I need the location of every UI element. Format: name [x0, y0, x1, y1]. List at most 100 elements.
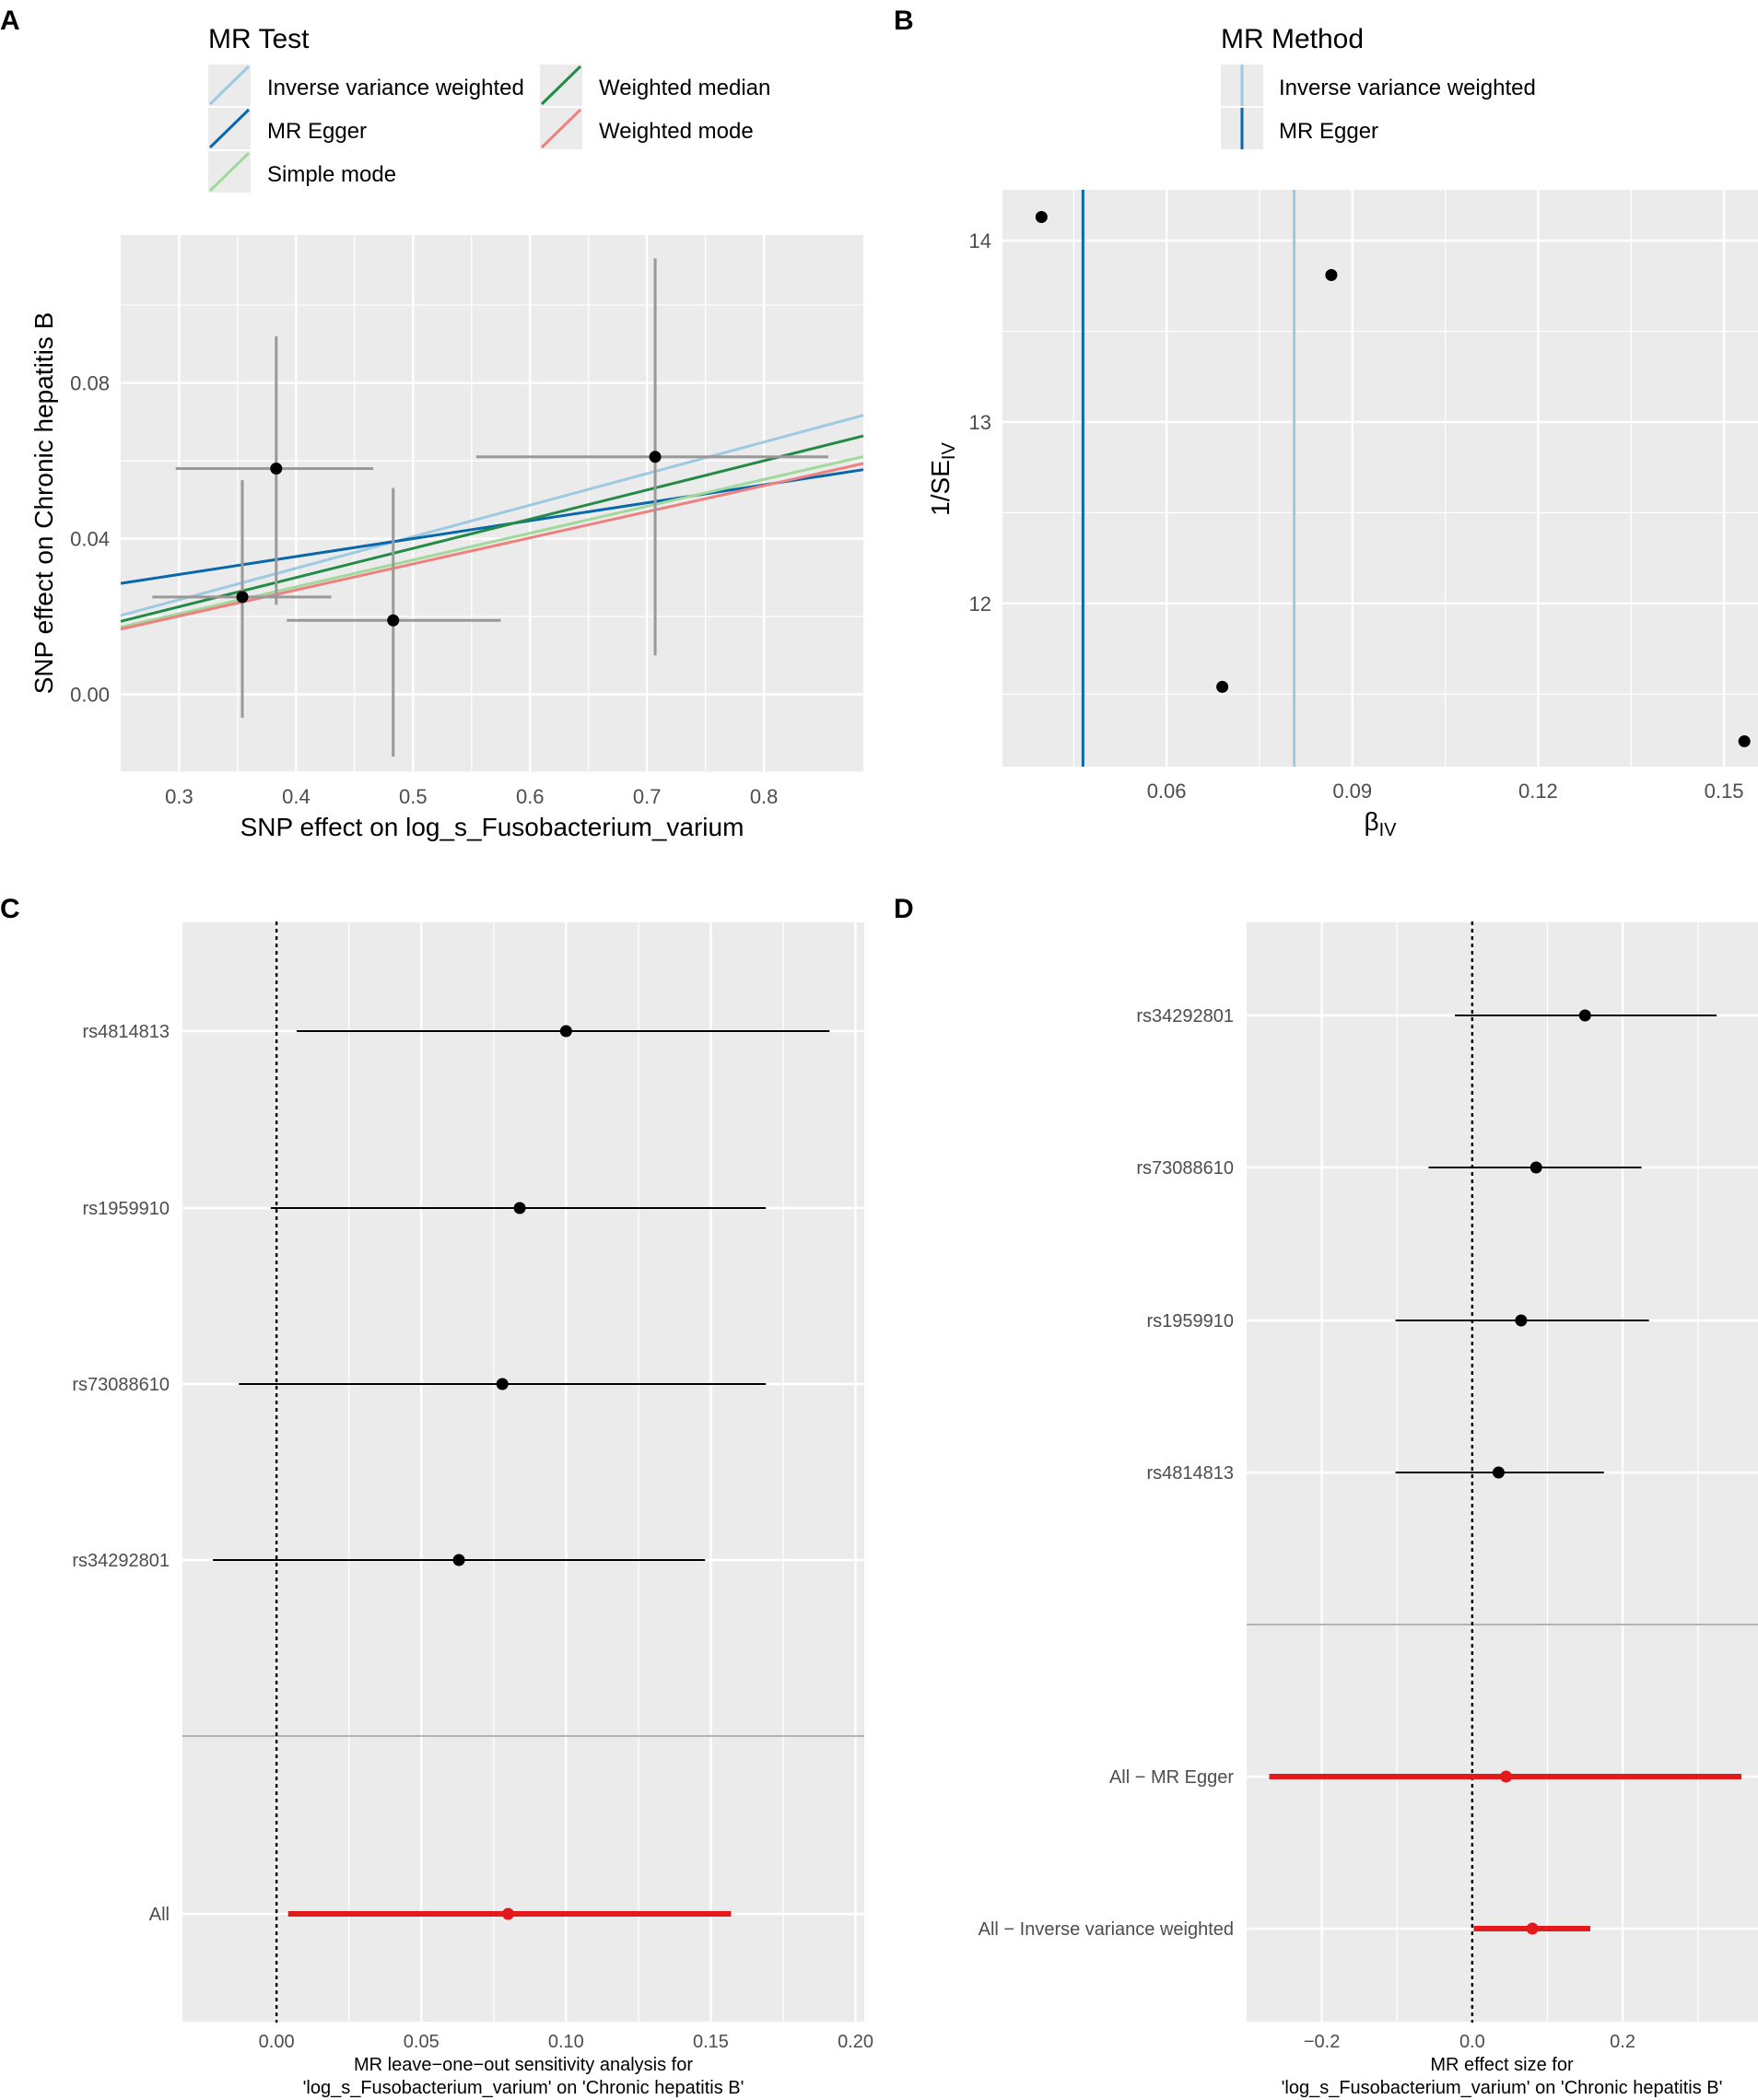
row-label: rs73088610	[72, 1375, 170, 1395]
y-tick-label: 14	[969, 229, 991, 252]
summary-estimate	[1526, 1922, 1539, 1935]
legend-item-ivw: Inverse variance weighted	[208, 65, 524, 106]
legend-label-weighted-median: Weighted median	[599, 76, 770, 100]
data-point	[1216, 680, 1229, 693]
y-tick-label: 0.00	[70, 684, 110, 707]
panel-d-letter: D	[894, 894, 914, 924]
legend-key-line-simple-mode	[208, 151, 251, 193]
panel-b-method-lines	[1081, 190, 1296, 767]
legend-label-simple-mode: Simple mode	[267, 162, 396, 187]
panel-b-x-axis-title: βIV	[1364, 807, 1397, 840]
x-tick-label: 0.12	[1518, 780, 1558, 803]
panel-b-legend: MR Method Inverse variance weighted MR E…	[1221, 24, 1536, 149]
regression-line-mr-egger	[120, 468, 864, 585]
panel-a-x-axis-title: SNP effect on log_s_Fusobacterium_varium	[240, 813, 744, 841]
x-tick-label: 0.7	[633, 785, 662, 808]
panel-d: D −0.2 0.0 0.2 rs34292801 rs73088610 rs195991…	[894, 894, 1758, 2098]
x-tick-label: 0.09	[1332, 780, 1372, 803]
panel-b-grid	[1002, 190, 1758, 767]
estimate-point	[1515, 1314, 1528, 1327]
row-label: rs73088610	[1136, 1158, 1234, 1179]
data-point	[1738, 734, 1751, 747]
panel-b: B MR Method Inverse variance weighted MR…	[894, 6, 1758, 840]
legend-label-ivw: Inverse variance weighted	[1279, 76, 1536, 100]
x-tick-label: −0.2	[1304, 2032, 1340, 2052]
data-point	[270, 462, 283, 475]
panel-a-legend: MR Test Inverse variance weighted MR Egg…	[208, 24, 770, 193]
estimate-point	[513, 1202, 526, 1214]
x-tick-label: 0.06	[1147, 780, 1187, 803]
panel-a-letter: A	[0, 6, 20, 36]
data-point	[387, 614, 400, 627]
x-tick-label: 0.15	[693, 2032, 729, 2052]
panel-a-plot-area	[121, 235, 863, 772]
x-tick-label: 0.4	[282, 785, 311, 808]
summary-estimate	[1500, 1770, 1513, 1783]
legend-item-ivw: Inverse variance weighted	[1221, 65, 1536, 106]
panel-b-plot-area	[1002, 190, 1758, 767]
legend-label-mr-egger: MR Egger	[1279, 119, 1378, 144]
legend-label-weighted-mode: Weighted mode	[599, 119, 754, 144]
x-tick-label: 0.2	[1610, 2032, 1635, 2052]
row-label: All − Inverse variance weighted	[979, 1919, 1234, 1940]
legend-key-line-weighted-mode	[540, 108, 582, 149]
legend-item-weighted-median: Weighted median	[540, 65, 770, 106]
panel-c-x-axis-title-line2: 'log_s_Fusobacterium_varium' on 'Chronic…	[303, 2078, 744, 2098]
panel-a-grid	[121, 235, 863, 773]
row-label: rs4814813	[1146, 1463, 1234, 1484]
x-tick-label: 0.15	[1705, 780, 1744, 803]
panel-c-estimates	[212, 921, 830, 2024]
data-point	[236, 591, 249, 604]
panel-a-points	[236, 451, 662, 627]
row-label: All − MR Egger	[1109, 1767, 1234, 1788]
row-label: rs4814813	[82, 1022, 170, 1042]
panel-c-x-axis-title-line1: MR leave−one−out sensitivity analysis fo…	[354, 2055, 693, 2075]
estimate-point	[1578, 1009, 1591, 1022]
panel-c: C 0.00 0.05 0.10 0.15 0.20 rs4814813 rs1959910…	[0, 894, 873, 2098]
regression-line-inverse-variance-weighted	[120, 414, 864, 617]
legend-label-ivw: Inverse variance weighted	[267, 76, 524, 100]
y-tick-label: 0.04	[70, 528, 110, 551]
panel-c-plot-area	[182, 922, 864, 2022]
x-tick-label: 0.20	[838, 2032, 873, 2052]
legend-item-weighted-mode: Weighted mode	[540, 108, 754, 149]
panel-d-tick-labels: −0.2 0.0 0.2 rs34292801 rs73088610 rs1959910 r…	[979, 1006, 1635, 2052]
data-point	[1035, 211, 1048, 224]
y-tick-label: 13	[969, 411, 991, 434]
panel-b-points	[1035, 211, 1751, 747]
panel-d-x-axis-title-line2: 'log_s_Fusobacterium_varium' on 'Chronic…	[1282, 2078, 1723, 2098]
row-label: All	[149, 1905, 170, 1925]
panel-b-y-axis-main: 1/SE	[926, 460, 955, 516]
estimate-point	[1529, 1161, 1542, 1174]
legend-item-mr-egger: MR Egger	[1221, 108, 1378, 149]
x-tick-label: 0.05	[404, 2032, 440, 2052]
data-point	[649, 451, 662, 463]
panel-b-letter: B	[894, 6, 914, 36]
panel-d-x-axis-title-line1: MR effect size for	[1430, 2055, 1574, 2075]
x-tick-label: 0.3	[165, 785, 193, 808]
panel-b-x-axis-main: β	[1364, 807, 1378, 836]
data-point	[1325, 269, 1338, 282]
x-tick-label: 0.00	[259, 2032, 295, 2052]
x-tick-label: 0.0	[1459, 2032, 1485, 2052]
estimate-point	[496, 1378, 509, 1390]
row-label: rs1959910	[1146, 1311, 1234, 1332]
panel-b-y-axis-sub: IV	[939, 442, 959, 461]
panel-a-tick-labels: 0.3 0.4 0.5 0.6 0.7 0.8 0.00 0.04 0.08	[70, 372, 778, 808]
row-label: rs34292801	[72, 1551, 170, 1571]
panel-d-estimates	[1269, 921, 1742, 2024]
x-tick-label: 0.8	[750, 785, 779, 808]
legend-key-line-weighted-median	[540, 65, 582, 106]
y-tick-label: 0.08	[70, 372, 110, 395]
panel-b-y-axis-title: 1/SEIV	[926, 442, 959, 516]
row-label: rs1959910	[82, 1199, 170, 1219]
legend-item-simple-mode: Simple mode	[208, 151, 396, 193]
panel-b-legend-title: MR Method	[1221, 24, 1364, 54]
y-tick-label: 12	[969, 592, 991, 616]
x-tick-label: 0.6	[516, 785, 545, 808]
estimate-point	[452, 1554, 465, 1566]
legend-key-line-mr-egger	[208, 108, 251, 149]
estimate-point	[1492, 1466, 1505, 1479]
x-tick-label: 0.5	[399, 785, 428, 808]
panel-c-tick-labels: 0.00 0.05 0.10 0.15 0.20 rs4814813 rs1959910 rs…	[72, 1022, 873, 2052]
